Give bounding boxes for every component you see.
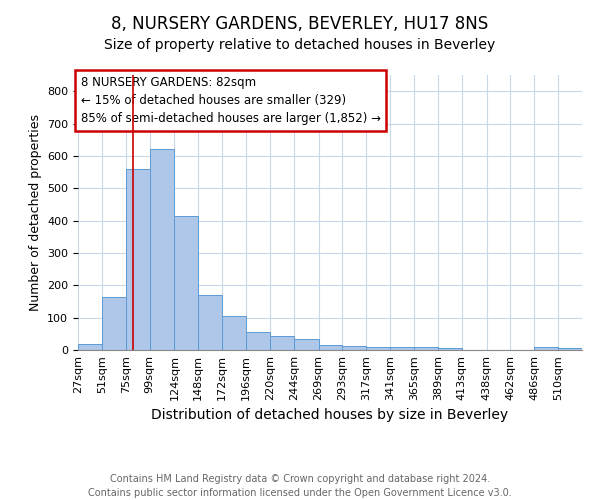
Bar bbox=[149, 150, 175, 350]
Bar bbox=[126, 169, 149, 350]
Bar bbox=[270, 336, 294, 350]
X-axis label: Distribution of detached houses by size in Beverley: Distribution of detached houses by size … bbox=[151, 408, 509, 422]
Bar bbox=[366, 347, 390, 350]
Text: 8 NURSERY GARDENS: 82sqm
← 15% of detached houses are smaller (329)
85% of semi-: 8 NURSERY GARDENS: 82sqm ← 15% of detach… bbox=[80, 76, 380, 126]
Bar bbox=[175, 216, 198, 350]
Bar bbox=[102, 298, 126, 350]
Bar bbox=[390, 347, 414, 350]
Text: 8, NURSERY GARDENS, BEVERLEY, HU17 8NS: 8, NURSERY GARDENS, BEVERLEY, HU17 8NS bbox=[112, 15, 488, 33]
Bar bbox=[319, 345, 343, 350]
Bar bbox=[343, 346, 366, 350]
Bar bbox=[198, 295, 222, 350]
Bar bbox=[414, 348, 438, 350]
Bar bbox=[222, 316, 246, 350]
Bar bbox=[294, 338, 319, 350]
Text: Contains HM Land Registry data © Crown copyright and database right 2024.
Contai: Contains HM Land Registry data © Crown c… bbox=[88, 474, 512, 498]
Y-axis label: Number of detached properties: Number of detached properties bbox=[29, 114, 41, 311]
Bar bbox=[78, 344, 102, 350]
Bar bbox=[558, 348, 582, 350]
Text: Size of property relative to detached houses in Beverley: Size of property relative to detached ho… bbox=[104, 38, 496, 52]
Bar bbox=[246, 332, 270, 350]
Bar bbox=[534, 348, 558, 350]
Bar bbox=[438, 348, 462, 350]
